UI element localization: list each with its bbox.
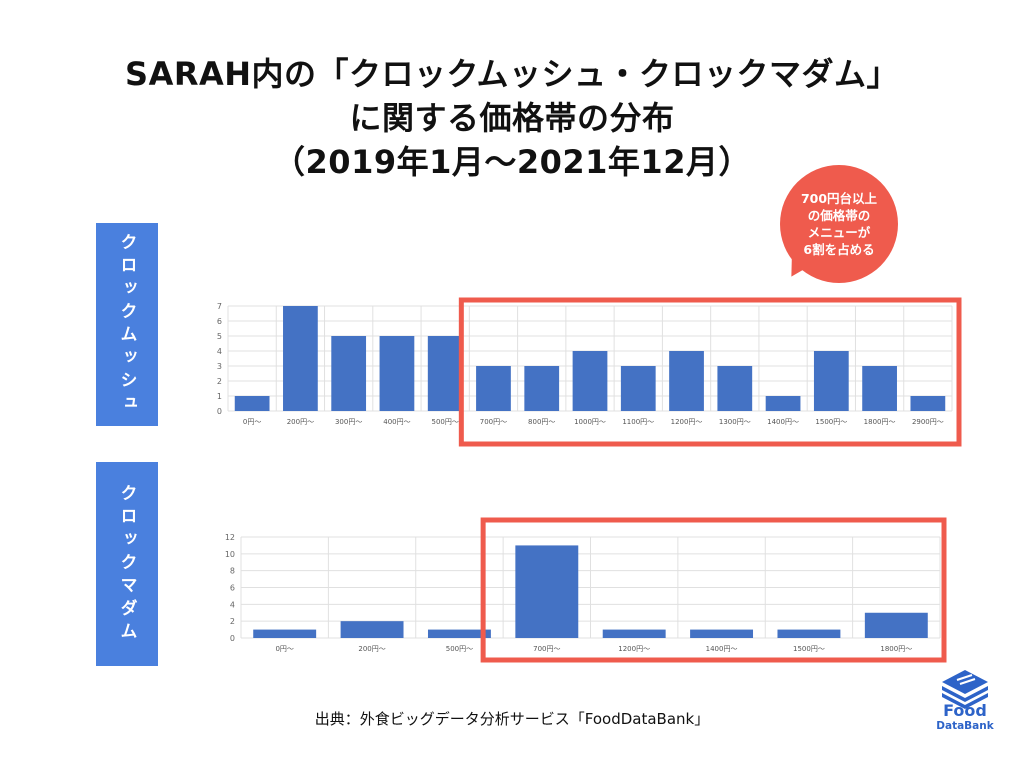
chart1-xtick-label: 400円〜 bbox=[383, 418, 410, 426]
chart1-xtick-label: 800円〜 bbox=[528, 418, 555, 426]
chart2-highlight-box bbox=[480, 517, 947, 663]
chart1-xtick-label: 1400円〜 bbox=[767, 418, 799, 426]
chart1-bar bbox=[669, 351, 704, 411]
callout-bubble: 700円台以上 の価格帯の メニューが 6割を占める bbox=[780, 165, 898, 283]
page-title: SARAH内の「クロックムッシュ・クロックマダム」 に関する価格帯の分布 （20… bbox=[0, 52, 1024, 184]
chart1-ytick-label: 7 bbox=[217, 302, 222, 311]
chart1-xtick-label: 300円〜 bbox=[335, 418, 362, 426]
chart2-xtick-label: 1200円〜 bbox=[618, 645, 650, 653]
title-line-1: SARAH内の「クロックムッシュ・クロックマダム」 bbox=[125, 55, 899, 93]
chart1-bar bbox=[476, 366, 511, 411]
chart1-bar bbox=[717, 366, 753, 411]
chart2-ytick-label: 10 bbox=[225, 550, 235, 559]
chart2-bar bbox=[777, 629, 841, 638]
chart2-bar bbox=[253, 629, 317, 638]
title-line-3: （2019年1月〜2021年12月） bbox=[273, 143, 751, 181]
chart1-xtick-label: 700円〜 bbox=[480, 418, 507, 426]
chart1-ytick-label: 2 bbox=[217, 377, 222, 386]
chart1-bar bbox=[765, 396, 801, 411]
chart1-bar bbox=[813, 351, 849, 411]
chart1-xtick-label: 1800円〜 bbox=[864, 418, 896, 426]
chart2-side-label-text: クロックマダム bbox=[116, 483, 137, 645]
chart1-bar bbox=[379, 336, 415, 411]
chart2-ytick-label: 12 bbox=[225, 533, 235, 542]
chart1-xtick-label: 1000円〜 bbox=[574, 418, 606, 426]
chart1-bar bbox=[283, 306, 318, 411]
chart1-bar bbox=[331, 336, 367, 411]
chart1-xtick-label: 0円〜 bbox=[243, 418, 261, 426]
chart2-bar bbox=[690, 629, 754, 638]
chart2-xtick-label: 1500円〜 bbox=[793, 645, 825, 653]
chart2-xtick-label: 1400円〜 bbox=[706, 645, 738, 653]
chart1-ytick-label: 1 bbox=[217, 392, 222, 401]
chart2-bar bbox=[340, 621, 404, 638]
title-line-2: に関する価格帯の分布 bbox=[349, 99, 675, 137]
chart1-side-label-text: クロックムッシュ bbox=[116, 232, 137, 417]
food-databank-logo-icon bbox=[942, 670, 988, 709]
chart1-bar bbox=[524, 366, 560, 411]
chart2-ytick-label: 4 bbox=[230, 600, 235, 609]
chart1-xtick-label: 1200円〜 bbox=[671, 418, 703, 426]
source-note: 出典：外食ビッグデータ分析サービス「FoodDataBank」 bbox=[314, 710, 710, 728]
logo-text-food: Food bbox=[943, 701, 987, 720]
chart1-bar bbox=[572, 351, 608, 411]
chart1-ytick-label: 5 bbox=[217, 332, 222, 341]
chart2-side-label: クロックマダム bbox=[96, 462, 158, 666]
chart1-bar bbox=[620, 366, 656, 411]
chart1-xtick-label: 1300円〜 bbox=[719, 418, 751, 426]
chart2-xtick-label: 1800円〜 bbox=[880, 645, 912, 653]
chart1-highlight-box bbox=[458, 297, 962, 447]
chart1-ytick-label: 3 bbox=[217, 362, 222, 371]
chart2-ytick-label: 8 bbox=[230, 567, 235, 576]
chart1-bar bbox=[234, 396, 270, 411]
logo-text-databank: DataBank bbox=[936, 720, 994, 732]
callout-text: 700円台以上 の価格帯の メニューが 6割を占める bbox=[800, 191, 878, 257]
chart1-bar bbox=[910, 396, 946, 411]
chart2-bar bbox=[602, 629, 666, 638]
chart1-ytick-label: 4 bbox=[217, 347, 222, 356]
chart2-xtick-label: 0円〜 bbox=[275, 645, 293, 653]
chart2-bar bbox=[427, 629, 491, 638]
chart2-bar bbox=[864, 612, 928, 638]
chart1-bar bbox=[862, 366, 897, 411]
chart1-ytick-label: 6 bbox=[217, 317, 222, 326]
chart1-xtick-label: 1500円〜 bbox=[815, 418, 847, 426]
chart2-ytick-label: 0 bbox=[230, 634, 235, 643]
chart2-ytick-label: 6 bbox=[230, 584, 235, 593]
chart1-side-label: クロックムッシュ bbox=[96, 223, 158, 426]
chart2-xtick-label: 500円〜 bbox=[446, 645, 473, 653]
chart1-xtick-label: 2900円〜 bbox=[912, 418, 944, 426]
chart1-xtick-label: 500円〜 bbox=[432, 418, 459, 426]
chart2-xtick-label: 200円〜 bbox=[358, 645, 385, 653]
chart2-xtick-label: 700円〜 bbox=[533, 645, 560, 653]
chart1-xtick-label: 1100円〜 bbox=[622, 418, 654, 426]
chart1-ytick-label: 0 bbox=[217, 407, 222, 416]
chart1-bar bbox=[427, 336, 463, 411]
chart2-bar bbox=[515, 545, 579, 638]
chart1-xtick-label: 200円〜 bbox=[287, 418, 314, 426]
chart2-ytick-label: 2 bbox=[230, 617, 235, 626]
